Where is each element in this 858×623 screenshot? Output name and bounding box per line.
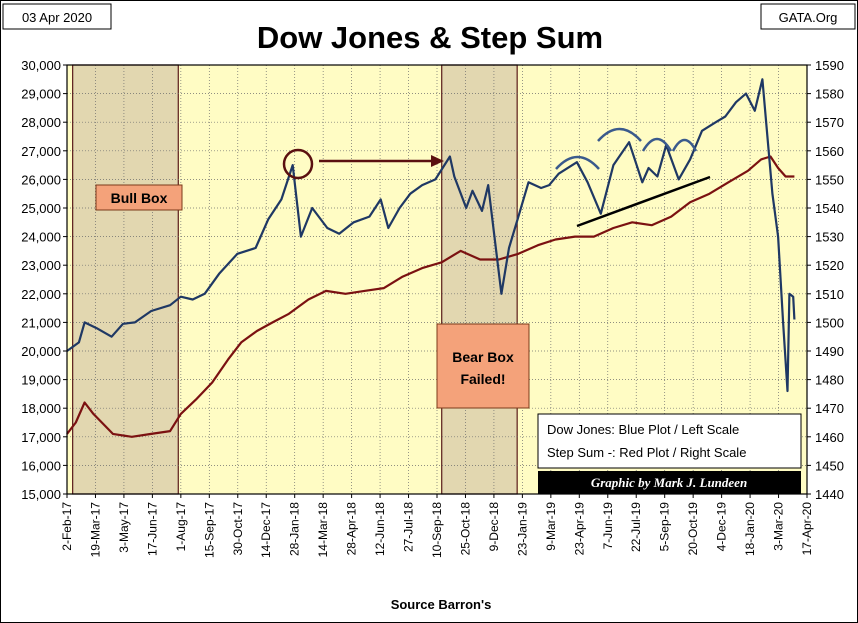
hump-arc [641, 137, 673, 152]
date-label: 03 Apr 2020 [22, 10, 92, 25]
dow-jones-line [66, 78, 796, 393]
left-tick-label: 21,000 [21, 315, 61, 330]
legend-dow: Dow Jones: Blue Plot / Left Scale [547, 422, 739, 437]
x-tick-label: 23-Jan-19 [515, 502, 529, 556]
x-tick-label: 17-Apr-20 [800, 502, 814, 556]
x-tick-label: 10-Sep-18 [430, 502, 444, 558]
x-tick-label: 17-Jun-17 [145, 502, 159, 556]
right-tick-label: 1440 [815, 487, 844, 502]
arrow-head [431, 155, 444, 167]
x-tick-label: 23-Apr-19 [572, 502, 586, 556]
x-tick-label: 28-Jan-18 [288, 502, 302, 556]
right-tick-label: 1540 [815, 201, 844, 216]
right-tick-label: 1470 [815, 401, 844, 416]
right-tick-label: 1580 [815, 87, 844, 102]
bear-box-label-line2: Failed! [460, 371, 505, 387]
x-tick-label: 12-Jun-18 [373, 502, 387, 556]
x-tick-label: 9-Mar-19 [544, 502, 558, 551]
x-tick-label: 1-Aug-17 [174, 502, 188, 552]
x-tick-label: 4-Dec-19 [715, 502, 729, 552]
right-tick-label: 1500 [815, 315, 844, 330]
left-tick-label: 30,000 [21, 58, 61, 73]
x-tick-label: 2-Feb-17 [60, 502, 74, 551]
right-tick-label: 1590 [815, 58, 844, 73]
left-tick-label: 23,000 [21, 258, 61, 273]
site-label: GATA.Org [779, 10, 838, 25]
bull-box-region [72, 64, 179, 495]
left-tick-label: 18,000 [21, 401, 61, 416]
right-tick-label: 1530 [815, 230, 844, 245]
left-tick-label: 27,000 [21, 144, 61, 159]
left-tick-label: 16,000 [21, 458, 61, 473]
right-tick-label: 1480 [815, 373, 844, 388]
x-tick-label: 14-Mar-18 [316, 502, 330, 558]
highlight-circle [282, 148, 314, 180]
right-tick-label: 1570 [815, 115, 844, 130]
right-tick-label: 1550 [815, 172, 844, 187]
right-tick-label: 1460 [815, 430, 844, 445]
x-tick-label: 15-Sep-17 [202, 502, 216, 558]
right-tick-label: 1450 [815, 458, 844, 473]
left-tick-label: 22,000 [21, 287, 61, 302]
left-tick-label: 25,000 [21, 201, 61, 216]
x-tick-label: 5-Sep-19 [658, 502, 672, 552]
left-tick-label: 28,000 [21, 115, 61, 130]
x-tick-label: 20-Oct-19 [686, 502, 700, 556]
x-tick-label: 28-Apr-18 [345, 502, 359, 556]
x-tick-label: 3-Mar-20 [772, 502, 786, 551]
x-tick-label: 7-Jun-19 [601, 502, 615, 550]
x-axis-label: Source Barron's [391, 597, 492, 612]
hump-arc [597, 127, 642, 142]
bull-box-label-bg [95, 184, 183, 211]
hump-arc [555, 155, 600, 170]
left-tick-label: 24,000 [21, 230, 61, 245]
x-tick-label: 9-Dec-18 [487, 502, 501, 552]
site-box [760, 3, 856, 30]
left-tick-label: 19,000 [21, 373, 61, 388]
left-tick-label: 20,000 [21, 344, 61, 359]
bull-box-label: Bull Box [111, 190, 168, 206]
credit-bar [538, 471, 801, 494]
x-tick-label: 22-Jul-19 [629, 502, 643, 552]
right-tick-label: 1520 [815, 258, 844, 273]
right-tick-label: 1560 [815, 144, 844, 159]
x-tick-label: 3-May-17 [117, 502, 131, 553]
bear-box-region [441, 64, 518, 495]
x-tick-label: 19-Mar-17 [88, 502, 102, 558]
credit-text: Graphic by Mark J. Lundeen [591, 475, 747, 490]
hump-arc [671, 138, 698, 152]
x-tick-label: 27-Jul-18 [402, 502, 416, 552]
date-box [2, 3, 112, 30]
right-tick-label: 1490 [815, 344, 844, 359]
trend-line [576, 175, 711, 228]
x-tick-label: 30-Oct-17 [231, 502, 245, 556]
left-tick-label: 15,000 [21, 487, 61, 502]
bear-box-label-bg [436, 323, 530, 409]
x-tick-label: 25-Oct-18 [458, 502, 472, 556]
chart-title: Dow Jones & Step Sum [257, 20, 603, 55]
step-sum-line [66, 155, 795, 438]
x-tick-label: 14-Dec-17 [259, 502, 273, 558]
left-tick-label: 26,000 [21, 172, 61, 187]
right-tick-label: 1510 [815, 287, 844, 302]
left-tick-label: 29,000 [21, 87, 61, 102]
legend-step-sum: Step Sum -: Red Plot / Right Scale [547, 445, 746, 460]
left-tick-label: 17,000 [21, 430, 61, 445]
legend-box [537, 413, 802, 469]
x-tick-label: 18-Jan-20 [743, 502, 757, 556]
bear-box-label-line1: Bear Box [452, 349, 514, 365]
